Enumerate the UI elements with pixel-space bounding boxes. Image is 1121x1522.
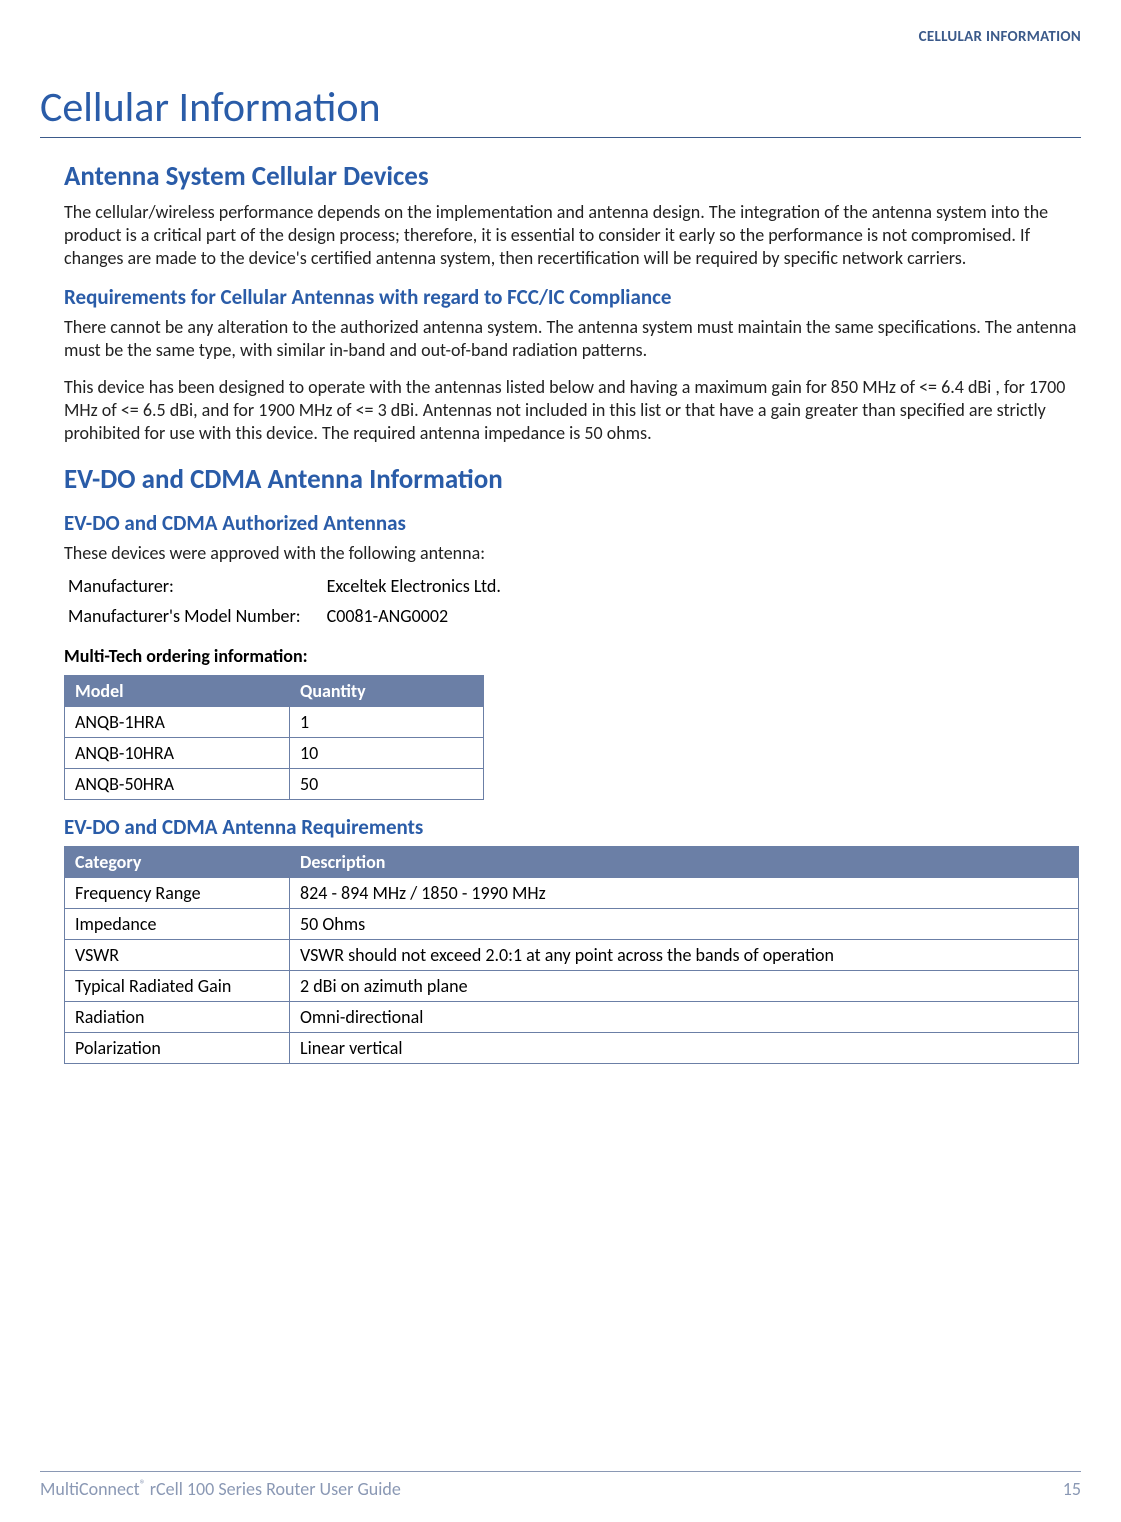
cell-description: Omni-directional — [290, 1002, 1079, 1033]
table-row: Polarization Linear vertical — [65, 1033, 1079, 1064]
page-title: Cellular Information — [40, 82, 1081, 138]
table-row: ANQB-1HRA 1 — [65, 707, 484, 738]
cell-category: Typical Radiated Gain — [65, 971, 290, 1002]
table-row: Manufacturer: Exceltek Electronics Ltd. — [64, 571, 523, 601]
footer-brand: MultiConnect — [40, 1478, 140, 1500]
section-requirements-heading: Requirements for Cellular Antennas with … — [64, 284, 1081, 310]
ordering-table: Model Quantity ANQB-1HRA 1 ANQB-10HRA 10… — [64, 675, 484, 800]
table-row: ANQB-10HRA 10 — [65, 738, 484, 769]
table-row: VSWR VSWR should not exceed 2.0:1 at any… — [65, 940, 1079, 971]
section-evdo-heading: EV-DO and CDMA Antenna Information — [64, 463, 1081, 496]
cell-category: VSWR — [65, 940, 290, 971]
cell-qty: 1 — [290, 707, 484, 738]
footer-page-number: 15 — [1063, 1478, 1081, 1500]
table-row: Typical Radiated Gain 2 dBi on azimuth p… — [65, 971, 1079, 1002]
table-row: Impedance 50 Ohms — [65, 909, 1079, 940]
col-model: Model — [65, 676, 290, 707]
section-antenna-system-body: The cellular/wireless performance depend… — [64, 201, 1081, 270]
section-antenna-system-heading: Antenna System Cellular Devices — [64, 160, 1081, 193]
table-row: Manufacturer's Model Number: C0081-ANG00… — [64, 601, 523, 631]
col-quantity: Quantity — [290, 676, 484, 707]
page-header-label: CELLULAR INFORMATION — [40, 28, 1081, 46]
cell-category: Impedance — [65, 909, 290, 940]
cell-model: ANQB-50HRA — [65, 769, 290, 800]
cell-description: 50 Ohms — [290, 909, 1079, 940]
section-requirements-p1: There cannot be any alteration to the au… — [64, 316, 1081, 362]
table-row: Frequency Range 824 - 894 MHz / 1850 - 1… — [65, 878, 1079, 909]
sub-authorized-body: These devices were approved with the fol… — [64, 542, 1081, 565]
kv-value: C0081-ANG0002 — [323, 601, 523, 631]
table-header-row: Model Quantity — [65, 676, 484, 707]
cell-category: Frequency Range — [65, 878, 290, 909]
cell-category: Polarization — [65, 1033, 290, 1064]
page-footer: MultiConnect® rCell 100 Series Router Us… — [40, 1471, 1081, 1500]
cell-category: Radiation — [65, 1002, 290, 1033]
footer-title: rCell 100 Series Router User Guide — [146, 1478, 401, 1500]
cell-model: ANQB-10HRA — [65, 738, 290, 769]
col-description: Description — [290, 847, 1079, 878]
manufacturer-table: Manufacturer: Exceltek Electronics Ltd. … — [64, 571, 523, 631]
content-area: Antenna System Cellular Devices The cell… — [40, 160, 1081, 1064]
kv-key: Manufacturer: — [64, 571, 323, 601]
cell-model: ANQB-1HRA — [65, 707, 290, 738]
section-requirements-p2: This device has been designed to operate… — [64, 376, 1081, 445]
footer-left: MultiConnect® rCell 100 Series Router Us… — [40, 1478, 401, 1500]
sub-authorized-heading: EV-DO and CDMA Authorized Antennas — [64, 510, 1081, 536]
sub-requirements-heading: EV-DO and CDMA Antenna Requirements — [64, 814, 1081, 840]
cell-description: 2 dBi on azimuth plane — [290, 971, 1079, 1002]
kv-key: Manufacturer's Model Number: — [64, 601, 323, 631]
cell-description: Linear vertical — [290, 1033, 1079, 1064]
cell-qty: 10 — [290, 738, 484, 769]
kv-value: Exceltek Electronics Ltd. — [323, 571, 523, 601]
table-header-row: Category Description — [65, 847, 1079, 878]
cell-description: 824 - 894 MHz / 1850 - 1990 MHz — [290, 878, 1079, 909]
table-row: ANQB-50HRA 50 — [65, 769, 484, 800]
cell-description: VSWR should not exceed 2.0:1 at any poin… — [290, 940, 1079, 971]
col-category: Category — [65, 847, 290, 878]
table-row: Radiation Omni-directional — [65, 1002, 1079, 1033]
ordering-label: Multi-Tech ordering information: — [64, 645, 1081, 667]
requirements-table: Category Description Frequency Range 824… — [64, 846, 1079, 1064]
cell-qty: 50 — [290, 769, 484, 800]
